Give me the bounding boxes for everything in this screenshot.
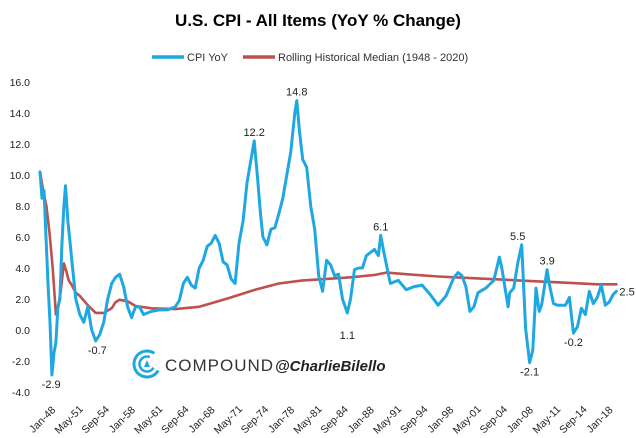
y-tick-label: 0.0 <box>15 325 30 337</box>
y-tick-label: -2.0 <box>12 356 30 368</box>
annotations: -2.9 -0.7 12.2 14.8 1.1 6.1 5.5 -2.1 3.9 -0.2 2.5 <box>42 87 635 391</box>
y-tick-label: 10.0 <box>10 170 31 182</box>
x-tick-label: Sep-14 <box>557 404 590 437</box>
x-tick-label: Jan-18 <box>584 404 615 435</box>
watermark: COMPOUND @CharlieBilello <box>132 349 386 379</box>
data-label: 2.5 <box>619 286 634 298</box>
x-tick-label: Jan-48 <box>27 404 58 435</box>
x-tick-label: Sep-64 <box>159 404 192 437</box>
x-tick-label: Sep-04 <box>478 404 511 437</box>
data-label: -2.1 <box>520 367 539 379</box>
data-label: -0.2 <box>564 337 583 349</box>
x-tick-label: May-61 <box>132 403 165 436</box>
x-tick-label: Sep-84 <box>318 404 351 437</box>
y-tick-label: 8.0 <box>15 201 30 213</box>
x-tick-label: May-71 <box>212 403 245 436</box>
cpi-yoy-line <box>38 99 618 377</box>
x-tick-label: May-01 <box>451 403 484 436</box>
brand-name: COMPOUND <box>165 356 274 375</box>
data-label: 6.1 <box>373 221 388 233</box>
x-tick-label: May-81 <box>291 403 324 436</box>
x-axis: Jan-48May-51Sep-54Jan-58May-61Sep-64Jan-… <box>27 403 616 436</box>
data-label: 1.1 <box>340 330 355 342</box>
legend: CPI YoY Rolling Historical Median (1948 … <box>152 52 468 64</box>
x-tick-label: Sep-54 <box>80 404 113 437</box>
data-label: 12.2 <box>243 127 264 139</box>
data-label: -0.7 <box>88 345 107 357</box>
y-tick-label: 14.0 <box>10 108 31 120</box>
rolling-median-line <box>38 170 618 316</box>
legend-label-cpi: CPI YoY <box>187 52 229 64</box>
x-tick-label: Jan-68 <box>186 404 217 435</box>
data-label: 14.8 <box>286 87 307 99</box>
y-tick-label: 16.0 <box>10 77 31 89</box>
x-tick-label: Jan-58 <box>107 404 138 435</box>
x-tick-label: Jan-78 <box>266 404 297 435</box>
compound-logo-icon <box>132 349 162 379</box>
x-tick-label: Jan-88 <box>346 404 377 435</box>
x-tick-label: May-91 <box>371 403 404 436</box>
chart-title: U.S. CPI - All Items (YoY % Change) <box>175 11 461 30</box>
x-tick-label: May-11 <box>531 403 564 436</box>
y-tick-label: 2.0 <box>15 294 30 306</box>
x-tick-label: Sep-94 <box>398 404 431 437</box>
data-label: -2.9 <box>42 379 61 391</box>
brand-handle: @CharlieBilello <box>275 358 386 375</box>
x-tick-label: Jan-08 <box>505 404 536 435</box>
y-tick-label: 6.0 <box>15 232 30 244</box>
y-axis: 16.0 14.0 12.0 10.0 8.0 6.0 4.0 2.0 0.0 -2.0 -4.0 <box>10 77 31 399</box>
y-tick-label: 12.0 <box>10 139 31 151</box>
y-tick-label: 4.0 <box>15 263 30 275</box>
x-tick-label: Sep-74 <box>239 404 272 437</box>
plot-area <box>38 99 618 377</box>
x-tick-label: Jan-98 <box>425 404 456 435</box>
data-label: 3.9 <box>539 256 554 268</box>
legend-label-median: Rolling Historical Median (1948 - 2020) <box>278 52 468 64</box>
y-tick-label: -4.0 <box>12 387 30 399</box>
data-label: 5.5 <box>510 231 525 243</box>
x-tick-label: May-51 <box>53 403 86 436</box>
